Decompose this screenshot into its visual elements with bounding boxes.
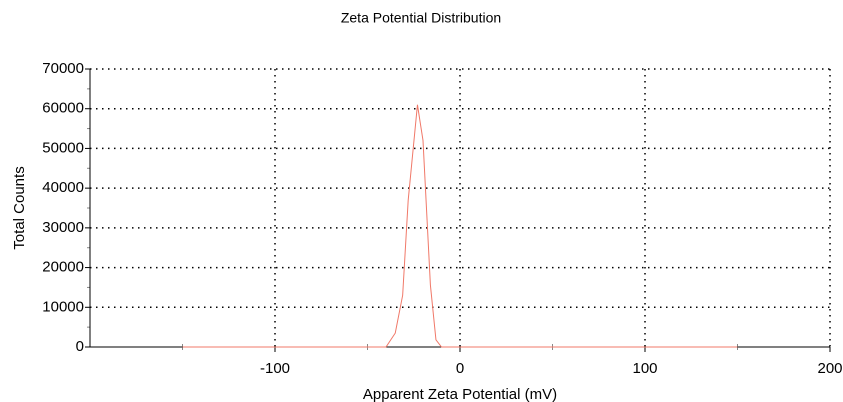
y-tick-label: 70000 (42, 60, 84, 77)
y-tick-label: 0 (76, 338, 84, 355)
y-tick-label: 60000 (42, 100, 84, 117)
y-axis-label: Total Counts (11, 166, 28, 249)
y-tick-label: 30000 (42, 219, 84, 236)
y-tick-label: 50000 (42, 139, 84, 156)
x-tick-label: 0 (456, 360, 464, 377)
y-tick-label: 10000 (42, 298, 84, 315)
x-axis-label: Apparent Zeta Potential (mV) (363, 386, 557, 402)
x-tick-label: 200 (817, 360, 842, 377)
x-tick-label: 100 (632, 360, 657, 377)
y-tick-label: 20000 (42, 259, 84, 276)
line-series (182, 104, 738, 348)
x-tick-label: -100 (260, 360, 290, 377)
chart-title: Zeta Potential Distribution (341, 10, 501, 26)
y-tick-label: 40000 (42, 179, 84, 196)
